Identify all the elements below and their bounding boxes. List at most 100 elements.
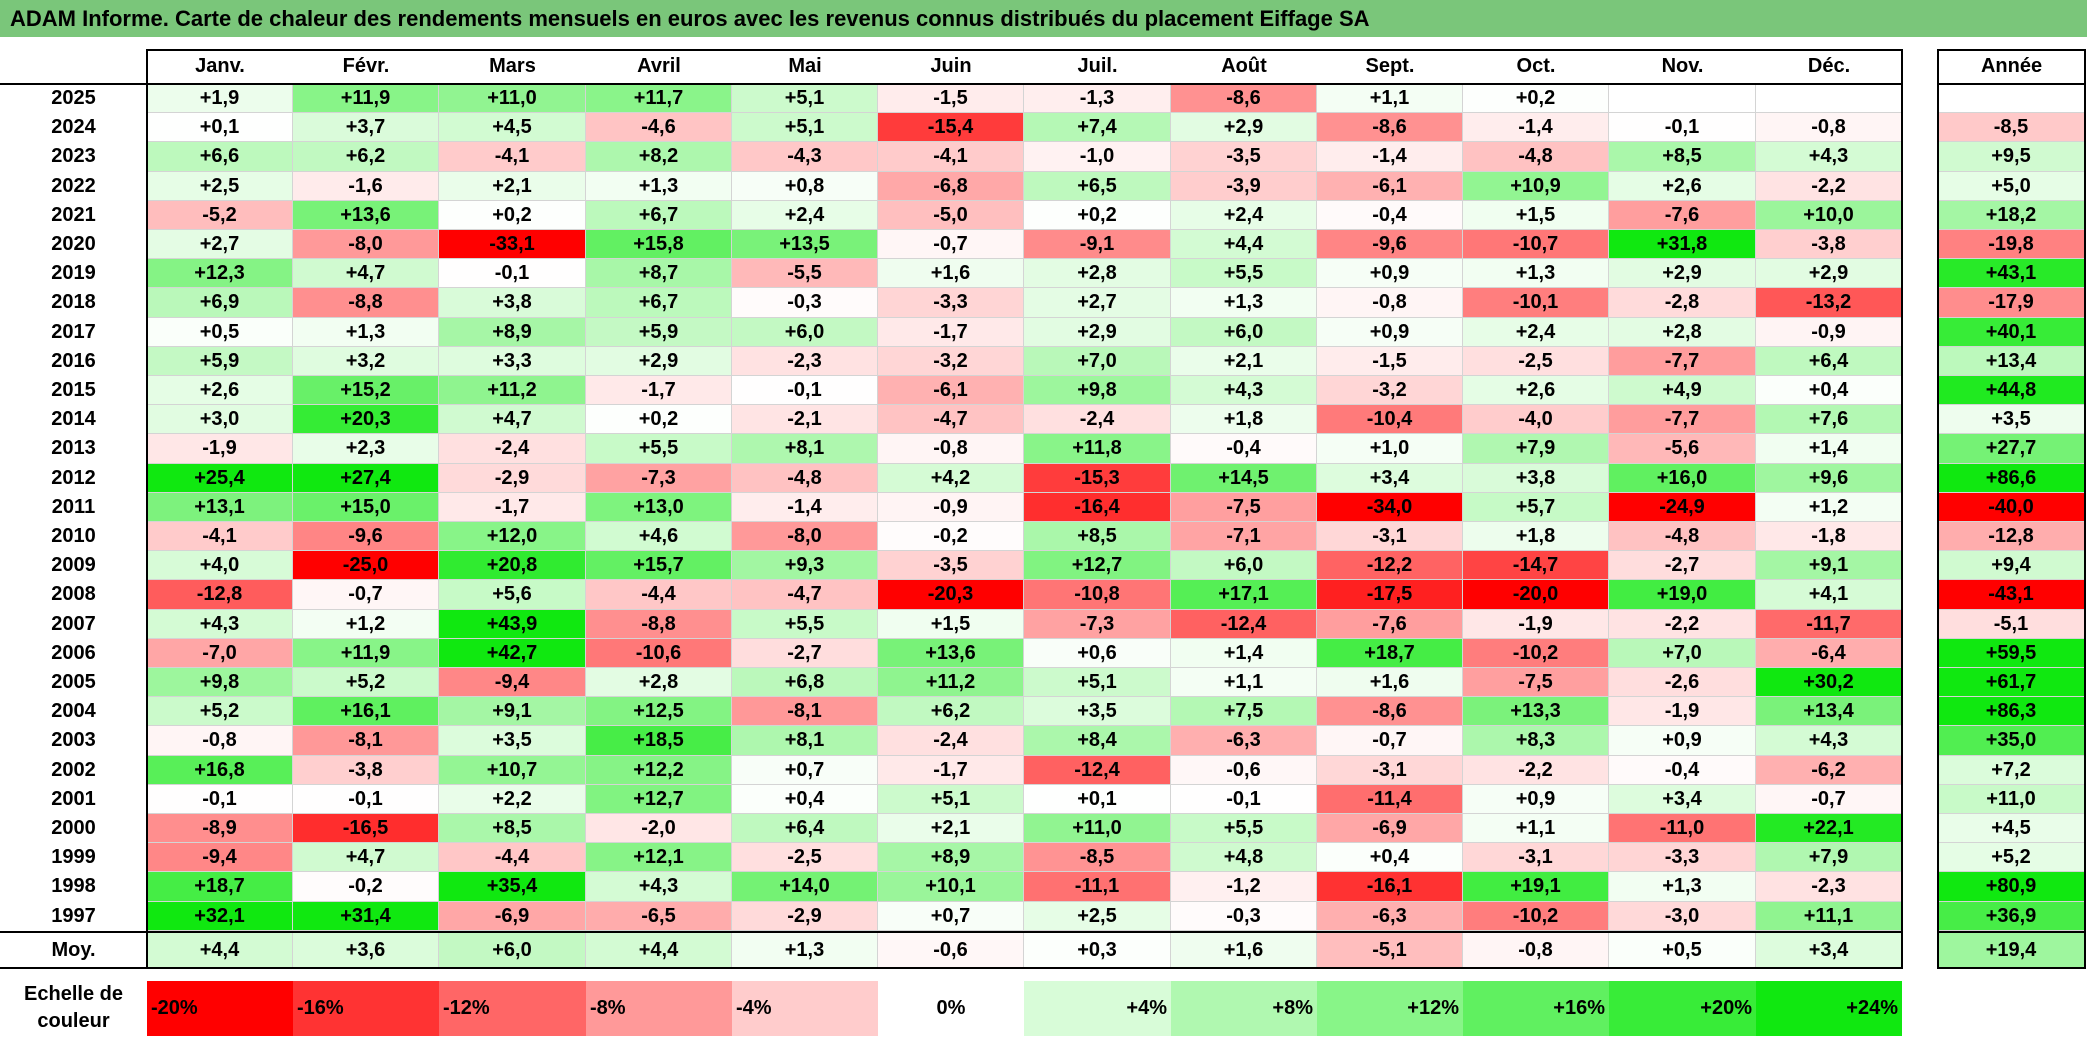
average-cell: +3,6 bbox=[293, 931, 439, 968]
heatmap-cell: +11,2 bbox=[439, 376, 586, 406]
heatmap-cell: +1,4 bbox=[1171, 638, 1317, 668]
heatmap-cell: +4,1 bbox=[1756, 580, 1902, 610]
heatmap-cell: +0,7 bbox=[732, 755, 878, 785]
annual-cell: +86,3 bbox=[1938, 697, 2085, 727]
heatmap-cell: -3,1 bbox=[1317, 755, 1463, 785]
color-scale-step: -20% bbox=[147, 981, 293, 1036]
heatmap-cell: +2,9 bbox=[1171, 113, 1317, 143]
heatmap-cell: +3,3 bbox=[439, 346, 586, 376]
heatmap-cell: +1,1 bbox=[1171, 668, 1317, 698]
heatmap-cell: +4,5 bbox=[439, 113, 586, 143]
heatmap-cell: +2,9 bbox=[1756, 259, 1902, 289]
heatmap-cell: -24,9 bbox=[1609, 492, 1756, 522]
color-scale-step: +24% bbox=[1756, 981, 1902, 1036]
heatmap-cell: -2,2 bbox=[1609, 609, 1756, 639]
heatmap-cell: +8,5 bbox=[439, 814, 586, 844]
heatmap-cell: -8,1 bbox=[732, 697, 878, 727]
heatmap-cell: -0,7 bbox=[1756, 784, 1902, 814]
heatmap-cell: +5,5 bbox=[1171, 259, 1317, 289]
heatmap-cell: -0,8 bbox=[1317, 288, 1463, 318]
heatmap-cell: +12,0 bbox=[439, 522, 586, 552]
heatmap-cell: +6,7 bbox=[586, 288, 732, 318]
heatmap-cell: -3,0 bbox=[1609, 901, 1756, 931]
heatmap-cell: +11,2 bbox=[878, 668, 1024, 698]
annual-cell: +18,2 bbox=[1938, 200, 2085, 230]
heatmap-cell: -1,9 bbox=[1609, 697, 1756, 727]
heatmap-cell: +1,2 bbox=[293, 609, 439, 639]
heatmap-cell: -7,0 bbox=[147, 638, 293, 668]
year-label: 2006 bbox=[51, 641, 96, 664]
heatmap-cell: +16,1 bbox=[293, 697, 439, 727]
heatmap-cell: +7,0 bbox=[1609, 638, 1756, 668]
heatmap-cell: +5,5 bbox=[732, 609, 878, 639]
heatmap-cell: +1,5 bbox=[1463, 200, 1609, 230]
heatmap-cell: -4,3 bbox=[732, 142, 878, 172]
heatmap-cell: -4,7 bbox=[732, 580, 878, 610]
heatmap-cell: +4,0 bbox=[147, 551, 293, 581]
heatmap-cell: -4,6 bbox=[586, 113, 732, 143]
heatmap-cell: +8,5 bbox=[1609, 142, 1756, 172]
heatmap-cell: +22,1 bbox=[1756, 814, 1902, 844]
heatmap-cell: +6,4 bbox=[1756, 346, 1902, 376]
heatmap-cell: -11,7 bbox=[1756, 609, 1902, 639]
month-header: Déc. bbox=[1807, 55, 1851, 77]
color-scale-step: -4% bbox=[732, 981, 878, 1036]
annual-cell: -43,1 bbox=[1938, 580, 2085, 610]
heatmap-cell: -16,4 bbox=[1024, 492, 1171, 522]
heatmap-cell: +0,2 bbox=[1463, 84, 1609, 114]
heatmap-cell: +11,9 bbox=[293, 84, 439, 114]
average-cell: +6,0 bbox=[439, 931, 586, 968]
heatmap-cell: -5,0 bbox=[878, 200, 1024, 230]
heatmap-cell: -9,6 bbox=[1317, 230, 1463, 260]
heatmap-cell: +1,3 bbox=[1609, 872, 1756, 902]
heatmap-cell: +7,6 bbox=[1756, 405, 1902, 435]
heatmap-cell: +2,8 bbox=[586, 668, 732, 698]
heatmap-cell: -0,8 bbox=[147, 726, 293, 756]
heatmap-cell: -0,7 bbox=[878, 230, 1024, 260]
heatmap-cell: +5,1 bbox=[732, 84, 878, 114]
heatmap-cell: +6,2 bbox=[293, 142, 439, 172]
heatmap-cell: -7,7 bbox=[1609, 346, 1756, 376]
heatmap-cell: -11,0 bbox=[1609, 814, 1756, 844]
color-scale-step: +16% bbox=[1463, 981, 1609, 1036]
heatmap-cell: +0,5 bbox=[147, 317, 293, 347]
heatmap-cell: +19,0 bbox=[1609, 580, 1756, 610]
heatmap-cell: +3,5 bbox=[1024, 697, 1171, 727]
heatmap-cell: +11,9 bbox=[293, 638, 439, 668]
heatmap-cell: +7,9 bbox=[1463, 434, 1609, 464]
heatmap-cell: -4,8 bbox=[1609, 522, 1756, 552]
heatmap-cell: +1,9 bbox=[147, 84, 293, 114]
annual-cell: -19,8 bbox=[1938, 230, 2085, 260]
year-label: 2014 bbox=[51, 408, 96, 431]
heatmap-cell: -1,9 bbox=[147, 434, 293, 464]
heatmap-cell: +18,7 bbox=[147, 872, 293, 902]
heatmap-cell: +12,7 bbox=[586, 784, 732, 814]
heatmap-cell: +15,0 bbox=[293, 492, 439, 522]
heatmap-cell: +3,7 bbox=[293, 113, 439, 143]
heatmap-cell: +6,5 bbox=[1024, 171, 1171, 201]
heatmap-cell: +2,8 bbox=[1024, 259, 1171, 289]
average-cell: +1,6 bbox=[1171, 931, 1317, 968]
month-header: Juil. bbox=[1077, 55, 1118, 77]
year-label: 2010 bbox=[51, 525, 96, 547]
annual-cell: -12,8 bbox=[1938, 522, 2085, 552]
heatmap-cell: +0,1 bbox=[1024, 784, 1171, 814]
average-cell: -0,6 bbox=[878, 931, 1024, 968]
annual-cell: -8,5 bbox=[1938, 113, 2085, 143]
heatmap-cell: -1,5 bbox=[1317, 346, 1463, 376]
heatmap-cell: +8,3 bbox=[1463, 726, 1609, 756]
heatmap-cell: -12,4 bbox=[1171, 609, 1317, 639]
heatmap-cell: +7,5 bbox=[1171, 697, 1317, 727]
heatmap-cell: +5,5 bbox=[586, 434, 732, 464]
heatmap-cell: -10,6 bbox=[586, 638, 732, 668]
heatmap-cell: -4,4 bbox=[586, 580, 732, 610]
heatmap-cell: +31,8 bbox=[1609, 230, 1756, 260]
color-scale-step: -16% bbox=[293, 981, 439, 1036]
annual-cell: +9,5 bbox=[1938, 142, 2085, 172]
annual-cell: +40,1 bbox=[1938, 317, 2085, 347]
heatmap-cell: +5,2 bbox=[147, 697, 293, 727]
heatmap-cell: -8,0 bbox=[293, 230, 439, 260]
heatmap-cell: +11,0 bbox=[439, 84, 586, 114]
average-cell: +0,3 bbox=[1024, 931, 1171, 968]
month-header: Juin bbox=[930, 55, 972, 77]
